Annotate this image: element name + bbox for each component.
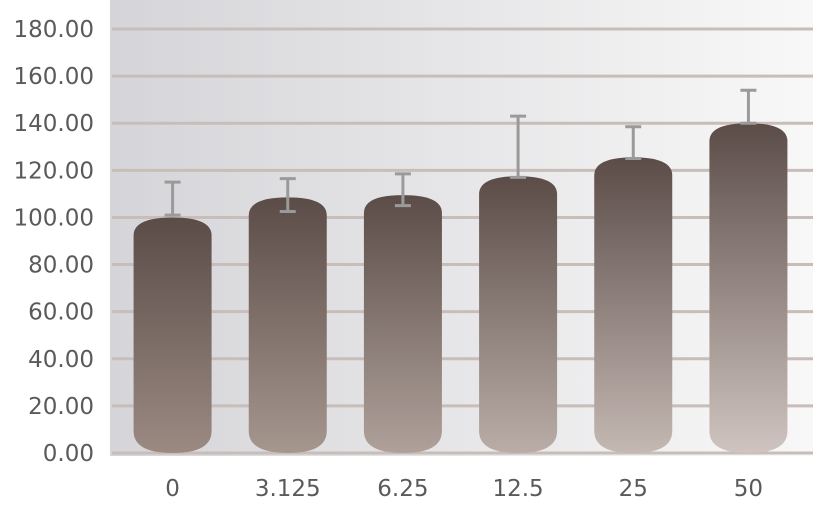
bar-3.125 [248,197,327,453]
y-tick-label: 100.00 [14,205,94,231]
y-axis-tick-labels: 0.00 20.00 40.00 60.00 80.00 100.00 120.00 140.… [14,17,94,467]
x-tick-label: 0 [165,476,180,502]
x-tick-label: 25 [619,476,648,502]
y-tick-label: 180.00 [14,17,94,43]
x-tick-label: 3.125 [255,476,321,502]
bar-25 [594,157,673,453]
bar-6.25 [363,195,442,454]
y-tick-label: 60.00 [28,300,94,326]
bar-12.5 [479,176,558,453]
y-tick-label: 0.00 [43,441,94,467]
y-tick-label: 80.00 [28,253,94,279]
y-tick-label: 120.00 [14,158,94,184]
bar-50 [709,123,788,453]
bar-0 [133,217,212,453]
error-bars [164,88,757,217]
plot-background [110,0,813,456]
y-tick-label: 40.00 [28,347,94,373]
y-tick-label: 20.00 [28,394,94,420]
y-tick-label: 160.00 [14,64,94,90]
x-tick-label: 6.25 [377,476,428,502]
grid-lines [112,27,813,455]
x-axis-tick-labels: 0 3.125 6.25 12.5 25 50 [165,476,763,502]
y-tick-label: 140.00 [14,111,94,137]
bars [133,123,788,454]
x-tick-label: 12.5 [492,476,543,502]
x-tick-label: 50 [734,476,763,502]
